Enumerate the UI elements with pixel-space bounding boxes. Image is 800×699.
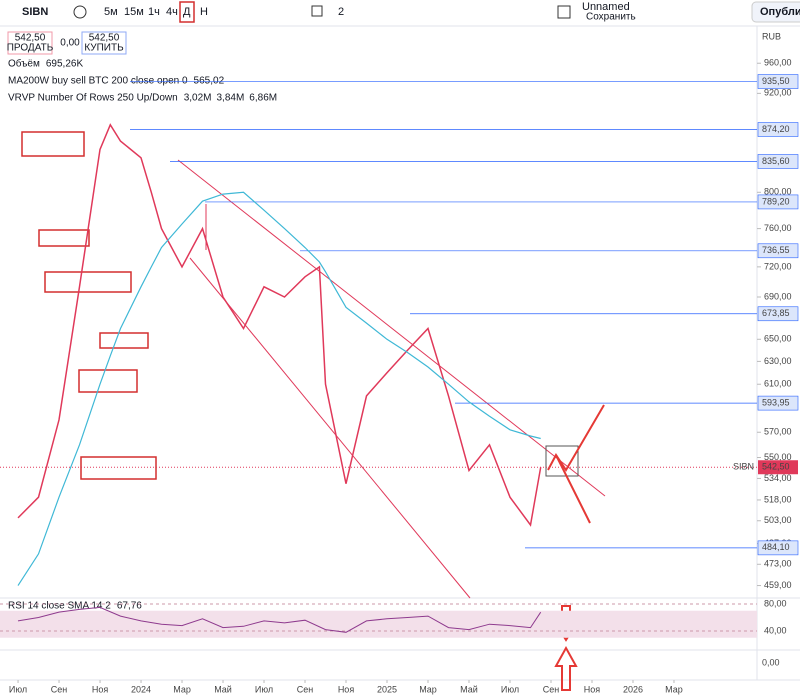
price-line-label-box bbox=[757, 74, 799, 89]
x-tick-label: Ноя bbox=[92, 684, 109, 694]
y-tick-label: 630,00 bbox=[764, 356, 792, 366]
x-tick-label: 2025 bbox=[377, 684, 397, 694]
rsi-line bbox=[17, 606, 542, 633]
y-tick-label: 473,00 bbox=[764, 559, 792, 569]
rsi-tick-label: 40,00 bbox=[764, 625, 787, 635]
indicator-value: 695,26K bbox=[46, 59, 84, 70]
y-tick-label: 960,00 bbox=[764, 58, 792, 68]
x-tick-label: Май bbox=[214, 684, 232, 694]
interval-active[interactable]: Д bbox=[183, 6, 191, 18]
sell-price[interactable]: 542,50 bbox=[15, 33, 46, 44]
price-line-label: 484,10 bbox=[762, 542, 790, 552]
layout-icon[interactable] bbox=[311, 5, 323, 17]
add-symbol[interactable] bbox=[73, 5, 87, 19]
rsi-value: 67,76 bbox=[117, 601, 142, 612]
x-tick-label: Июл bbox=[255, 684, 273, 694]
x-tick-label: Ноя bbox=[338, 684, 355, 694]
last-price-symbol: SIBN bbox=[733, 462, 754, 472]
x-tick-label: Мар bbox=[419, 684, 437, 694]
interval[interactable]: 15м bbox=[124, 6, 144, 18]
buy[interactable]: КУПИТЬ bbox=[84, 43, 124, 54]
currency: RUB bbox=[762, 31, 781, 41]
y-tick-label: 650,00 bbox=[764, 334, 792, 344]
macd-zero: 0,00 bbox=[762, 657, 780, 667]
zoom-box bbox=[545, 445, 579, 477]
publish[interactable]: Опубликовать bbox=[760, 6, 800, 18]
annotation-boxes bbox=[21, 131, 157, 480]
y-tick-label: 459,00 bbox=[764, 580, 792, 590]
x-tick-label: Июл bbox=[501, 684, 519, 694]
y-tick-label: 720,00 bbox=[764, 261, 792, 271]
y-tick-label: 570,00 bbox=[764, 427, 792, 437]
toolbar bbox=[0, 0, 800, 26]
x-tick-label: 2024 bbox=[131, 684, 151, 694]
x-tick-label: Июл bbox=[9, 684, 27, 694]
rsi-title: RSI 14 close SMA 14 2 bbox=[8, 601, 111, 612]
y-tick-label: 920,00 bbox=[764, 88, 792, 98]
arrows bbox=[547, 404, 605, 691]
price-line-label: 874,20 bbox=[762, 124, 790, 134]
indicator-value: 3,02M bbox=[184, 93, 212, 104]
indicator-value: 6,86M bbox=[249, 93, 277, 104]
x-tick-label: Сен bbox=[543, 684, 560, 694]
price-line-label-box bbox=[757, 154, 799, 169]
indicator-name: MA200W buy sell BTC 200 close open 0 bbox=[8, 76, 188, 87]
y-tick-label: 534,00 bbox=[764, 473, 792, 483]
buy-button[interactable] bbox=[81, 31, 127, 55]
y-tick-label: 610,00 bbox=[764, 379, 792, 389]
y-tick-label: 760,00 bbox=[764, 223, 792, 233]
x-tick-label: Мар bbox=[173, 684, 191, 694]
last-price-label: 542,50 bbox=[762, 462, 790, 472]
symbol[interactable]: SIBN bbox=[22, 6, 48, 18]
interval[interactable]: Н bbox=[200, 6, 208, 18]
save[interactable]: Сохранить bbox=[586, 12, 636, 23]
x-tick-label: 2026 bbox=[623, 684, 643, 694]
indicator-name: Объём bbox=[8, 58, 40, 70]
price-line-label-box bbox=[757, 395, 799, 411]
price-line-label: 789,20 bbox=[762, 196, 790, 206]
spread: 0,00 bbox=[60, 38, 80, 49]
indicator-value: 565,02 bbox=[194, 76, 225, 87]
y-tick-label: 690,00 bbox=[764, 291, 792, 301]
buy-price[interactable]: 542,50 bbox=[89, 33, 120, 44]
price-line-label: 935,50 bbox=[762, 76, 790, 86]
y-tick-label: 503,00 bbox=[764, 515, 792, 525]
price-line-label-box bbox=[757, 243, 799, 259]
interval[interactable]: 4ч bbox=[166, 6, 178, 18]
price-line-label: 673,85 bbox=[762, 308, 790, 318]
price-line-label: 593,95 bbox=[762, 397, 790, 407]
price-line-label: 835,60 bbox=[762, 156, 790, 166]
sell[interactable]: ПРОДАТЬ bbox=[7, 43, 54, 54]
price-line-label-box bbox=[757, 122, 799, 137]
layout-count[interactable]: 2 bbox=[338, 6, 344, 18]
x-tick-label: Май bbox=[460, 684, 478, 694]
y-tick-label: 518,00 bbox=[764, 494, 792, 504]
price-line-label-box bbox=[757, 306, 799, 322]
indicator-name: VRVP Number Of Rows 250 Up/Down bbox=[8, 93, 178, 104]
indicator-value: 3,84M bbox=[217, 93, 245, 104]
price-line-label: 736,55 bbox=[762, 245, 790, 255]
x-tick-label: Мар bbox=[665, 684, 683, 694]
interval[interactable]: 1ч bbox=[148, 6, 160, 18]
price-line-label-box bbox=[757, 194, 799, 210]
sell-button[interactable] bbox=[7, 31, 53, 55]
last-price-box bbox=[758, 460, 798, 475]
interval[interactable]: 5м bbox=[104, 6, 118, 18]
y-tick-label: 800,00 bbox=[764, 187, 792, 197]
rsi-tick-label: 80,00 bbox=[764, 598, 787, 608]
layout-name[interactable]: Unnamed bbox=[582, 1, 630, 13]
publish-button[interactable] bbox=[751, 1, 800, 23]
x-tick-label: Ноя bbox=[584, 684, 601, 694]
rsi-band bbox=[0, 610, 757, 638]
price-line-series bbox=[17, 123, 542, 527]
price-line-series bbox=[17, 191, 541, 586]
y-tick-label: 550,00 bbox=[764, 452, 792, 462]
x-tick-label: Сен bbox=[297, 684, 314, 694]
x-tick-label: Сен bbox=[51, 684, 68, 694]
trend-lines bbox=[177, 159, 606, 599]
price-line-label-box bbox=[757, 540, 799, 556]
